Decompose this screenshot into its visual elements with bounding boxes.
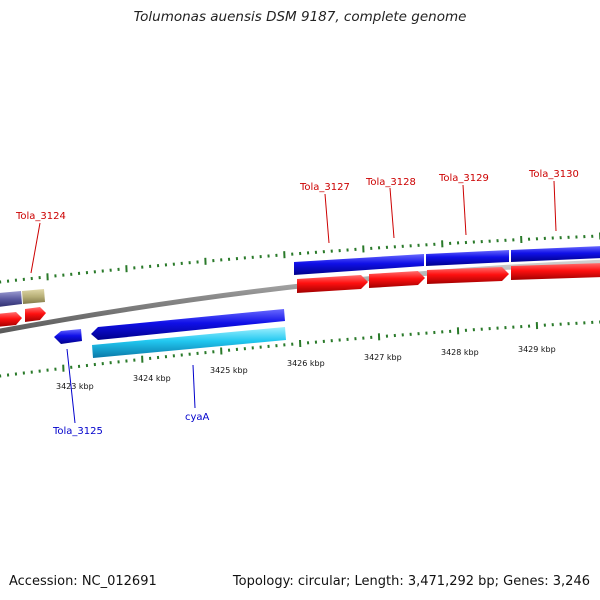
reverse-gene-track [54, 309, 285, 344]
gene-label-tola-3129[interactable]: Tola_3129 [438, 173, 489, 184]
coord-label: 3423 kbp [56, 382, 94, 391]
leader-line [66, 348, 76, 424]
coordinate-labels: 3423 kbp 3424 kbp 3425 kbp 3426 kbp 3427… [56, 345, 556, 391]
cds-arrow-tola-3127[interactable] [297, 275, 368, 293]
gene-label-cyaA[interactable]: cyaA [185, 412, 210, 423]
cds-arrow-tola-3128[interactable] [369, 271, 425, 288]
gene-block-purple[interactable] [0, 291, 22, 307]
map-title: Tolumonas auensis DSM 9187, complete gen… [133, 9, 467, 25]
gene-label-tola-3125[interactable]: Tola_3125 [52, 426, 103, 437]
gene-block-tola-3129[interactable] [426, 250, 509, 266]
leader-line [30, 222, 41, 274]
coord-label: 3428 kbp [441, 348, 479, 357]
gene-label-tola-3124[interactable]: Tola_3124 [15, 211, 66, 222]
leader-line [192, 364, 196, 409]
cds-arrow-tola-3124[interactable] [25, 307, 46, 322]
accession-text: Accession: NC_012691 [9, 574, 157, 589]
coord-label: 3426 kbp [287, 359, 325, 368]
gene-label-tola-3128[interactable]: Tola_3128 [365, 177, 416, 188]
coord-label: 3427 kbp [364, 353, 402, 362]
top-gene-labels: Tola_3124 Tola_3127 Tola_3128 Tola_3129 … [15, 169, 579, 274]
cds-arrow-tola-3130[interactable] [511, 263, 600, 280]
coord-label: 3429 kbp [518, 345, 556, 354]
gene-label-tola-3130[interactable]: Tola_3130 [528, 169, 579, 180]
gene-block-tola-3130[interactable] [511, 246, 600, 262]
gene-block-khaki[interactable] [22, 289, 45, 304]
gene-arrow-tola-3125[interactable] [54, 329, 82, 344]
coord-label: 3425 kbp [210, 366, 248, 375]
leader-line [553, 180, 557, 232]
gene-arrow-cyaA[interactable] [91, 309, 285, 340]
leader-line [462, 184, 467, 236]
genome-summary-text: Topology: circular; Length: 3,471,292 bp… [232, 574, 590, 589]
leader-line [324, 193, 330, 244]
bottom-gene-labels: Tola_3125 cyaA [52, 348, 210, 437]
forward-gene-track [0, 246, 600, 307]
reverse-cds-track [92, 327, 286, 358]
lower-tick-track [0, 320, 600, 378]
forward-cds-track [0, 263, 600, 327]
leader-line [389, 187, 395, 239]
genome-map: 3423 kbp 3424 kbp 3425 kbp 3426 kbp 3427… [0, 169, 600, 437]
cds-block-cyaA[interactable] [92, 327, 286, 358]
coord-label: 3424 kbp [133, 374, 171, 383]
upper-tick-track [0, 232, 600, 284]
cds-arrow-left[interactable] [0, 312, 22, 327]
gene-block-tola-3127[interactable] [294, 254, 424, 275]
gene-label-tola-3127[interactable]: Tola_3127 [299, 182, 350, 193]
cds-arrow-tola-3129[interactable] [427, 267, 509, 284]
